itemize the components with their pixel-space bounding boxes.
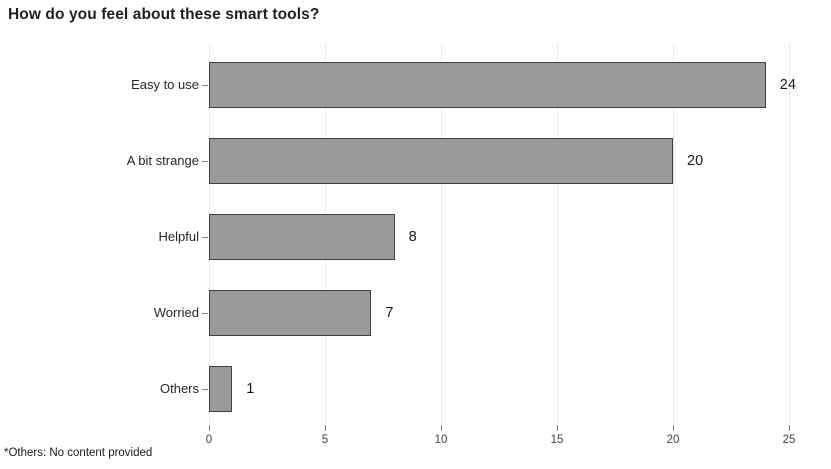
x-tick-label: 5 (321, 434, 329, 446)
chart-title: How do you feel about these smart tools? (8, 6, 320, 23)
footnote: *Others: No content provided (4, 447, 153, 459)
bar-value-label: 1 (246, 381, 255, 397)
x-tick-label: 15 (550, 434, 564, 446)
x-tick-label: 25 (782, 434, 796, 446)
bar-value-label: 7 (385, 305, 394, 321)
y-tick (202, 85, 208, 86)
category-label: Helpful (158, 229, 199, 244)
bar (209, 214, 395, 260)
x-tick-label: 20 (666, 434, 680, 446)
x-tick (557, 425, 558, 431)
x-tick (325, 425, 326, 431)
bar-value-label: 8 (408, 229, 417, 245)
category-label: Worried (153, 305, 199, 320)
bar (209, 138, 673, 184)
y-tick (202, 389, 208, 390)
x-tick (441, 425, 442, 431)
y-tick (202, 313, 208, 314)
x-tick-label: 10 (434, 434, 448, 446)
bar (209, 366, 233, 412)
x-tick-label: 0 (205, 434, 213, 446)
gridline (673, 45, 674, 423)
category-label: Others (159, 381, 199, 396)
bar-value-label: 20 (687, 153, 704, 169)
bar (209, 62, 766, 108)
category-label: Easy to use (131, 77, 199, 92)
gridline (441, 45, 442, 423)
bar (209, 290, 372, 336)
category-label: A bit strange (126, 153, 199, 168)
y-tick (202, 161, 208, 162)
x-tick (209, 425, 210, 431)
x-tick (673, 425, 674, 431)
gridline (789, 45, 790, 423)
gridline (557, 45, 558, 423)
x-tick (789, 425, 790, 431)
bar-value-label: 24 (779, 77, 796, 93)
y-tick (202, 237, 208, 238)
